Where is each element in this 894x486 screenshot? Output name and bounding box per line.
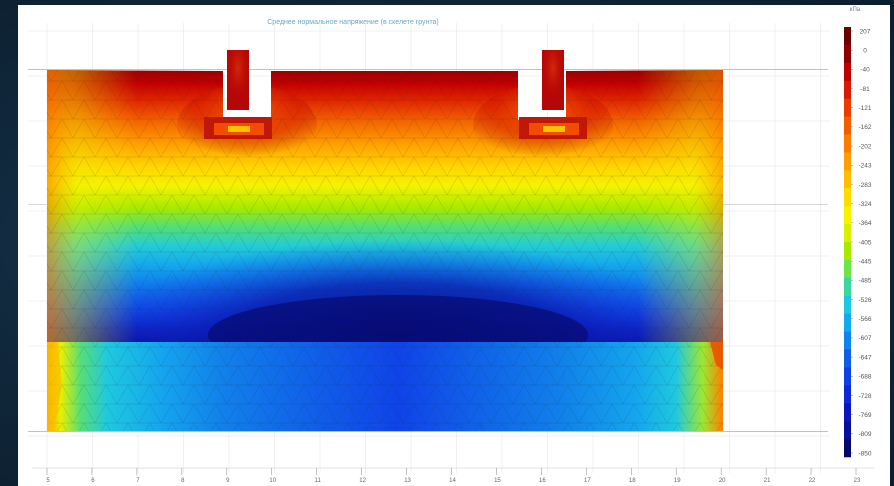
legend-tick-label: -405 bbox=[858, 239, 871, 246]
legend-tick-label: -688 bbox=[858, 374, 871, 381]
legend-swatch bbox=[844, 295, 851, 314]
legend-swatch bbox=[844, 421, 851, 440]
legend-swatch bbox=[844, 170, 851, 189]
legend-swatch bbox=[844, 27, 851, 46]
legend-swatch bbox=[844, 313, 851, 332]
legend-tick-label: -647 bbox=[858, 354, 871, 361]
legend-tick-label: -566 bbox=[858, 316, 871, 323]
legend-tick-label: -324 bbox=[858, 201, 871, 208]
x-axis-tick-label: 19 bbox=[674, 478, 681, 484]
x-axis-tick-label: 12 bbox=[359, 478, 366, 484]
legend-tick-label: -445 bbox=[858, 258, 871, 265]
legend-unit-label: кПа bbox=[849, 7, 861, 13]
x-axis-tick-label: 8 bbox=[181, 478, 185, 484]
legend-tick-label: -485 bbox=[858, 278, 871, 285]
legend-tick-label: -809 bbox=[858, 431, 871, 438]
legend-swatch bbox=[844, 152, 851, 171]
legend-swatch bbox=[844, 224, 851, 243]
x-axis-tick-label: 6 bbox=[91, 478, 95, 484]
x-axis-tick-label: 22 bbox=[809, 478, 816, 484]
legend-swatch bbox=[844, 277, 851, 297]
x-axis-tick-label: 15 bbox=[494, 478, 501, 484]
legend-swatch bbox=[844, 259, 851, 279]
legend-swatch bbox=[844, 367, 851, 386]
x-axis-tick-label: 18 bbox=[629, 478, 636, 484]
stress-contour-plot[interactable]: 2070-40-81-121-162-202-243-283-324-364-4… bbox=[18, 5, 890, 486]
legend-swatch bbox=[844, 206, 851, 225]
legend-swatch bbox=[844, 44, 851, 64]
x-axis: 5 6 7 8 9 10 11 12 13 14 15 16 17 18 19 20 21 22 23 bbox=[32, 467, 874, 484]
app-viewport: Среднее нормальное напряжение (в скелете… bbox=[18, 5, 890, 486]
legend-swatch bbox=[844, 116, 851, 135]
legend-tick-label: -728 bbox=[858, 393, 871, 400]
legend-tick-label: -121 bbox=[858, 105, 871, 112]
legend-swatch bbox=[844, 403, 851, 422]
x-axis-tick-label: 9 bbox=[226, 478, 230, 484]
legend-swatch bbox=[844, 331, 851, 350]
legend-swatch bbox=[844, 439, 851, 458]
legend-swatch bbox=[844, 349, 851, 368]
footing-right bbox=[519, 50, 587, 139]
x-axis-tick-label: 23 bbox=[854, 478, 861, 484]
legend-tick-label: -364 bbox=[858, 220, 871, 227]
x-axis-tick-label: 21 bbox=[764, 478, 771, 484]
legend-tick-label: -202 bbox=[858, 143, 871, 150]
legend-swatch bbox=[844, 242, 851, 261]
legend-tick-label: -40 bbox=[860, 67, 870, 74]
legend-swatch bbox=[844, 62, 851, 82]
x-axis-tick-label: 13 bbox=[404, 478, 411, 484]
x-axis-tick-label: 17 bbox=[584, 478, 591, 484]
footing-left bbox=[204, 50, 272, 139]
legend-swatch bbox=[844, 188, 851, 207]
x-axis-tick-label: 5 bbox=[46, 478, 50, 484]
lower-soil-layer bbox=[47, 342, 723, 431]
legend-tick-label: -243 bbox=[858, 163, 871, 170]
x-axis-tick-label: 11 bbox=[315, 478, 322, 484]
x-axis-tick-label: 20 bbox=[719, 478, 726, 484]
x-axis-tick-label: 16 bbox=[539, 478, 546, 484]
ground-surface-line bbox=[28, 69, 828, 70]
legend-swatch bbox=[844, 80, 851, 99]
legend-tick-label: -769 bbox=[858, 412, 871, 419]
lower-boundary-line bbox=[28, 431, 828, 432]
legend-tick-label: 207 bbox=[860, 28, 871, 35]
plot-title: Среднее нормальное напряжение (в скелете… bbox=[267, 19, 439, 26]
legend-tick-label: -283 bbox=[858, 182, 871, 189]
color-legend: 207 0 -40 -81 -121 -162 -202 -243 -283 -324 -364 -4… bbox=[844, 27, 872, 458]
legend-tick-label: -850 bbox=[858, 450, 871, 457]
legend-swatch bbox=[844, 98, 851, 117]
legend-tick-label: -526 bbox=[858, 297, 871, 304]
legend-tick-label: -607 bbox=[858, 335, 871, 342]
x-axis-tick-label: 7 bbox=[136, 478, 140, 484]
legend-tick-label: -81 bbox=[860, 86, 870, 93]
x-axis-tick-label: 10 bbox=[269, 478, 276, 484]
legend-tick-label: 0 bbox=[863, 47, 867, 54]
legend-swatch bbox=[844, 385, 851, 404]
legend-swatch bbox=[844, 134, 851, 153]
x-axis-tick-label: 14 bbox=[449, 478, 456, 484]
upper-soil-layer bbox=[47, 70, 723, 342]
legend-tick-label: -162 bbox=[858, 124, 871, 131]
